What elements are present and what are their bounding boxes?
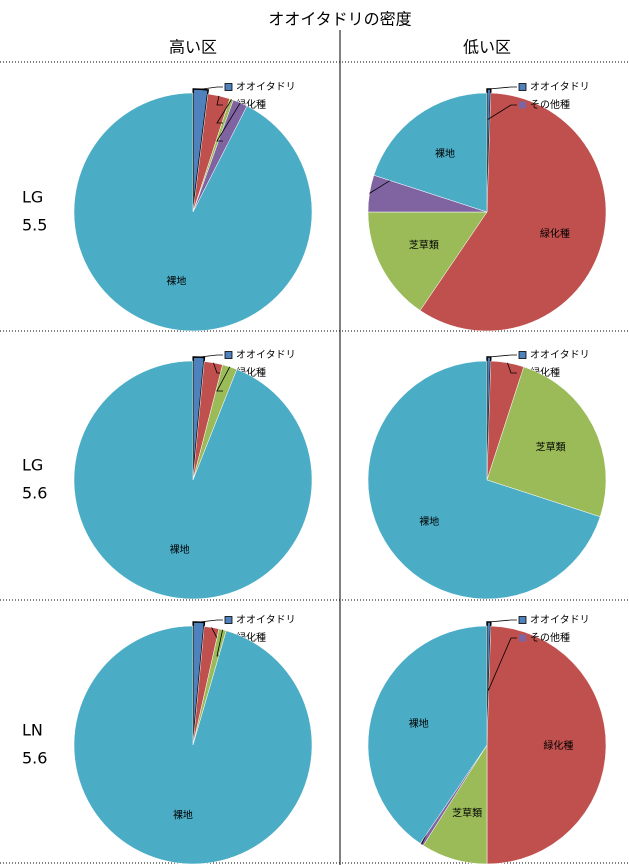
figure-title: オオイタドリの密度 <box>268 10 411 29</box>
pie-slice <box>367 360 601 600</box>
pie-slice <box>486 366 607 518</box>
leader-line <box>488 354 517 358</box>
legend-key <box>518 351 527 359</box>
leader-line <box>198 354 223 358</box>
leader-line <box>488 619 517 623</box>
row-label: LG <box>22 456 43 475</box>
row-label: 5.5 <box>22 216 47 235</box>
leader-line <box>216 102 241 142</box>
legend-key <box>225 137 232 145</box>
legend-key <box>518 83 527 91</box>
legend-key <box>224 83 233 91</box>
slice-label: オオイタドリ <box>530 349 590 361</box>
slice-label: オオイタドリ <box>530 614 590 626</box>
pie-slice <box>419 92 607 332</box>
slice-label: 芝草類 <box>452 807 482 820</box>
row-label: LN <box>22 721 43 740</box>
legend-key <box>224 616 233 624</box>
slice-label: オオイタドリ <box>236 614 296 626</box>
column-header: 低い区 <box>463 38 511 57</box>
leader-line <box>200 86 223 90</box>
legend-key <box>519 101 526 109</box>
slice-label: 裸地 <box>419 515 439 528</box>
leader-line <box>216 99 232 124</box>
pie-slice <box>73 92 313 332</box>
pie-slice <box>486 625 607 865</box>
slice-label: 芝草類 <box>536 441 566 454</box>
pie-slice <box>367 211 488 311</box>
slice-label: その他種 <box>530 631 570 644</box>
legend-key <box>518 616 527 624</box>
leader-line <box>198 619 223 623</box>
slice-label: オオイタドリ <box>530 81 590 93</box>
leader-line <box>216 366 231 392</box>
slice-label: 裸地 <box>166 274 186 287</box>
slice-label: 裸地 <box>173 809 193 822</box>
legend-key <box>519 634 526 642</box>
slice-label: その他種 <box>530 98 570 111</box>
slice-label: オオイタドリ <box>236 81 296 93</box>
slice-label: 緑化種 <box>543 739 573 752</box>
pie-slice <box>373 92 488 213</box>
row-label: LG <box>22 188 43 207</box>
leader-line <box>507 362 517 374</box>
leader-line <box>488 86 517 90</box>
slice-label: 緑化種 <box>540 227 570 240</box>
slice-label: オオイタドリ <box>236 349 296 361</box>
slice-label: 裸地 <box>409 717 429 730</box>
slice-label: 芝草類 <box>409 238 439 251</box>
legend-key <box>224 351 233 359</box>
slice-label: 裸地 <box>435 147 455 160</box>
row-label: 5.6 <box>22 749 47 768</box>
slice-label: 裸地 <box>170 543 190 556</box>
pie-slice <box>367 625 488 844</box>
pie-slice <box>73 625 313 865</box>
column-header: 高い区 <box>169 38 217 57</box>
row-label: 5.6 <box>22 484 47 503</box>
leader-line <box>216 95 223 106</box>
pie-slice <box>73 360 313 600</box>
